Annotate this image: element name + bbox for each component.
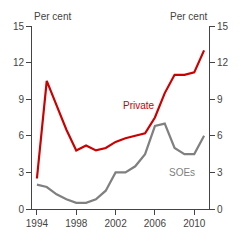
svg-text:1998: 1998 bbox=[65, 218, 88, 229]
svg-text:0: 0 bbox=[18, 204, 24, 215]
svg-text:6: 6 bbox=[217, 130, 223, 141]
svg-text:6: 6 bbox=[18, 130, 24, 141]
svg-text:3: 3 bbox=[217, 167, 223, 178]
svg-text:2002: 2002 bbox=[104, 218, 127, 229]
svg-text:0: 0 bbox=[217, 204, 223, 215]
svg-text:SOEs: SOEs bbox=[169, 167, 195, 178]
svg-text:Private: Private bbox=[123, 100, 155, 111]
svg-text:Per cent: Per cent bbox=[34, 11, 71, 22]
svg-text:2010: 2010 bbox=[183, 218, 206, 229]
svg-text:1994: 1994 bbox=[26, 218, 49, 229]
svg-text:12: 12 bbox=[217, 57, 229, 68]
svg-text:Per cent: Per cent bbox=[170, 11, 207, 22]
svg-text:15: 15 bbox=[13, 21, 25, 32]
svg-text:12: 12 bbox=[13, 57, 25, 68]
svg-text:9: 9 bbox=[217, 94, 223, 105]
svg-text:15: 15 bbox=[217, 21, 229, 32]
svg-text:2006: 2006 bbox=[144, 218, 167, 229]
svg-text:3: 3 bbox=[18, 167, 24, 178]
svg-text:9: 9 bbox=[18, 94, 24, 105]
